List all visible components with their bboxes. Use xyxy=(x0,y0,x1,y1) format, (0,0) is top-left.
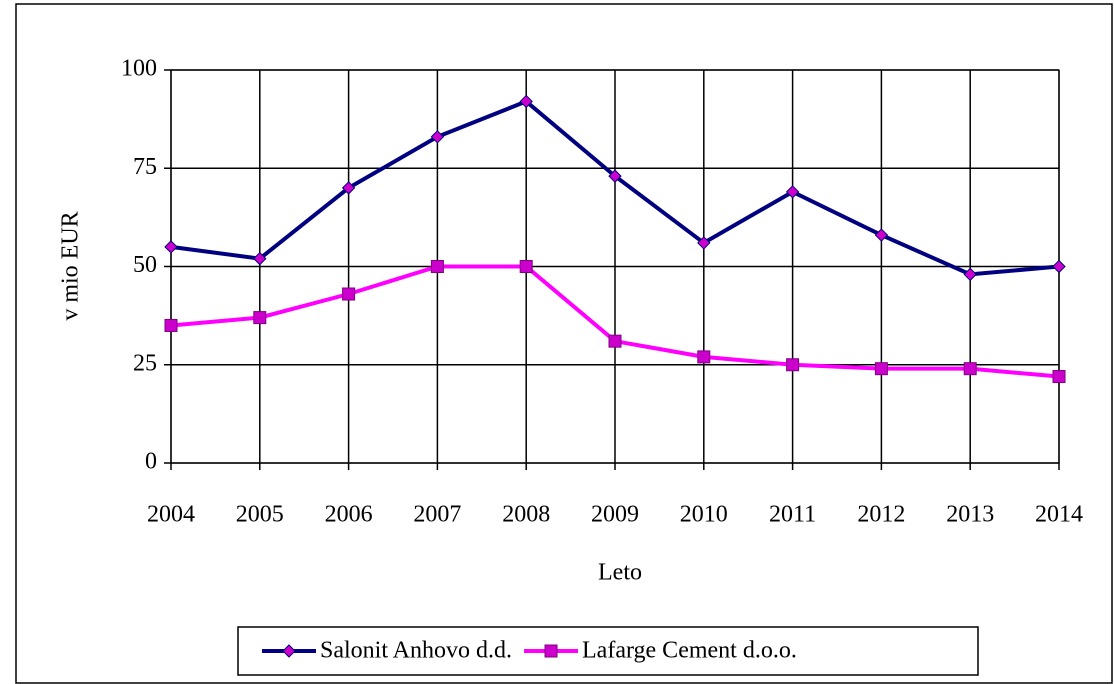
marker xyxy=(253,311,267,325)
x-tick-label: 2004 xyxy=(147,502,195,528)
marker xyxy=(608,169,622,183)
legend-label: Lafarge Cement d.o.o. xyxy=(582,638,797,664)
x-tick-label: 2012 xyxy=(857,502,905,528)
y-tick-label: 75 xyxy=(133,154,157,180)
legend-label: Salonit Anhovo d.d. xyxy=(320,638,512,664)
y-tick-label: 0 xyxy=(145,449,157,475)
y-tick-label: 100 xyxy=(121,56,157,82)
marker xyxy=(697,236,711,250)
marker xyxy=(874,228,889,242)
marker xyxy=(785,185,800,199)
y-axis-label: v mio EUR xyxy=(58,211,84,320)
x-axis-label: Leto xyxy=(598,560,642,586)
marker xyxy=(519,260,533,273)
x-tick-label: 2010 xyxy=(680,502,728,528)
legend-marker xyxy=(282,644,296,658)
marker xyxy=(164,318,178,332)
marker xyxy=(874,362,888,376)
y-tick-label: 25 xyxy=(133,350,157,376)
legend-box xyxy=(237,626,979,676)
legend-marker xyxy=(544,644,558,658)
x-tick-label: 2009 xyxy=(591,502,639,528)
marker xyxy=(963,362,977,376)
x-tick-label: 2005 xyxy=(236,502,284,528)
x-tick-label: 2013 xyxy=(946,502,994,528)
x-tick-label: 2008 xyxy=(502,502,550,528)
marker xyxy=(430,260,444,273)
marker xyxy=(342,287,356,301)
x-tick-label: 2007 xyxy=(413,502,461,528)
marker xyxy=(519,94,533,109)
marker xyxy=(164,240,178,254)
marker xyxy=(1052,370,1066,384)
y-tick-label: 50 xyxy=(133,252,157,278)
x-tick-label: 2006 xyxy=(325,502,373,528)
marker xyxy=(786,358,800,372)
chart-border xyxy=(15,3,1113,684)
x-tick-label: 2011 xyxy=(769,502,816,528)
x-tick-label: 2014 xyxy=(1035,502,1083,528)
marker xyxy=(430,130,445,144)
marker xyxy=(253,251,267,266)
marker xyxy=(608,334,622,348)
marker xyxy=(341,181,356,195)
marker xyxy=(697,350,711,364)
marker xyxy=(1052,259,1066,274)
marker xyxy=(963,267,977,282)
